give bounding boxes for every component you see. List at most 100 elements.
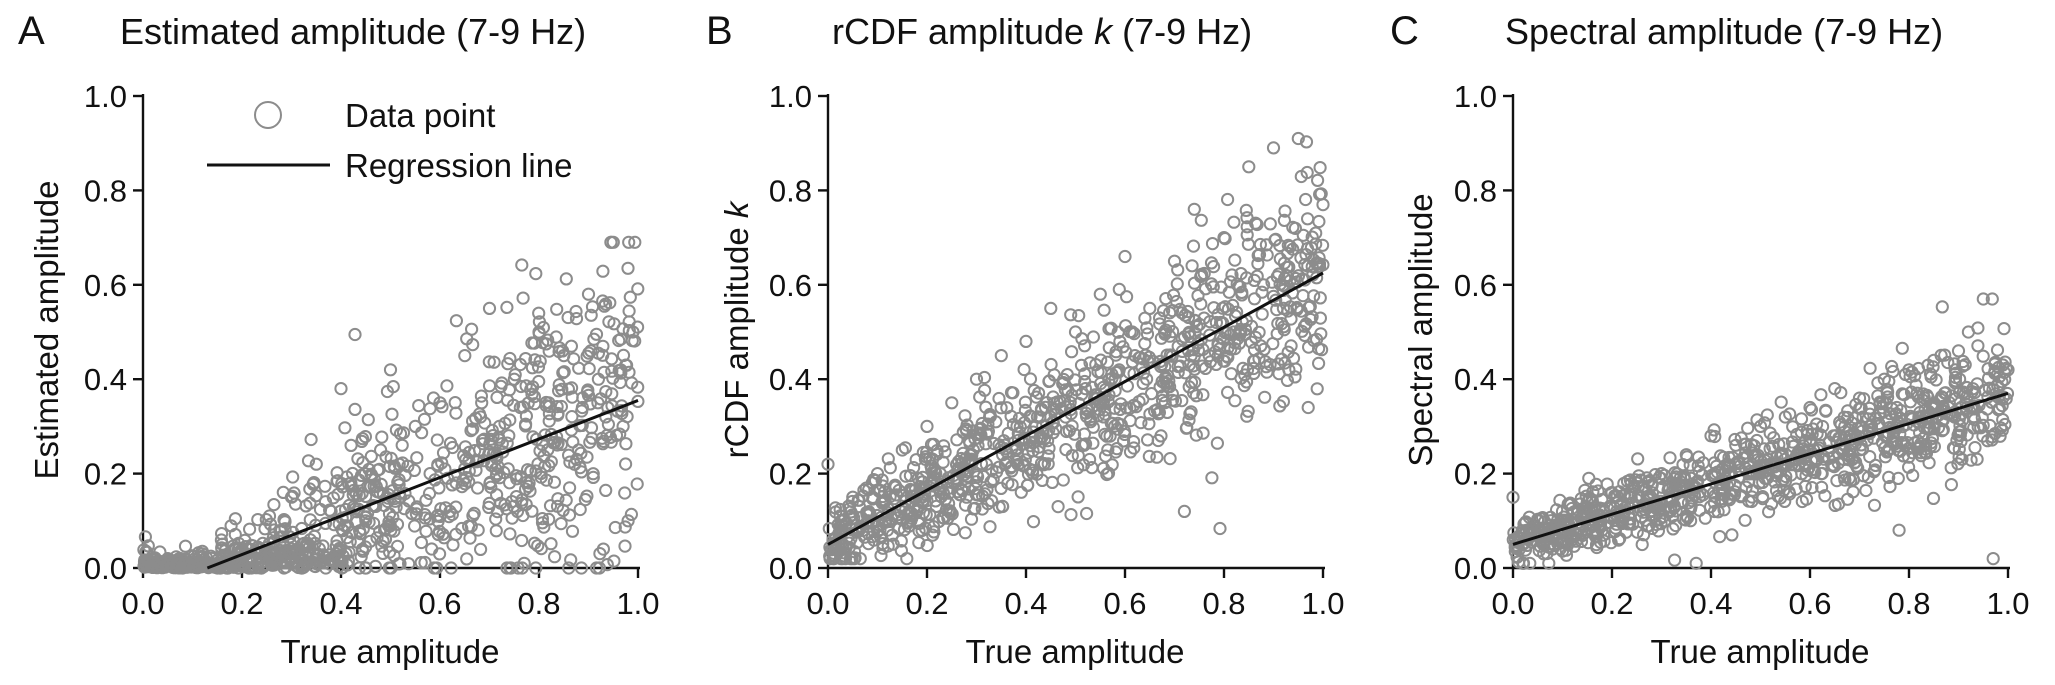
data-point (1029, 390, 1043, 404)
data-point (901, 516, 915, 530)
data-point (550, 499, 565, 513)
data-point (307, 476, 321, 490)
data-point (1108, 372, 1122, 386)
data-point (1941, 355, 1955, 370)
data-point (986, 472, 1000, 486)
panel-title-b: rCDF amplitude k (7-9 Hz) (832, 11, 1252, 52)
y-tick-label-a: 0.0 (84, 551, 127, 586)
data-point (1101, 443, 1115, 457)
data-point (1068, 427, 1082, 441)
data-point (1877, 372, 1891, 386)
data-point (1071, 461, 1085, 475)
data-point (1221, 192, 1235, 207)
data-point (1213, 521, 1227, 536)
data-point (359, 561, 373, 575)
data-point (1063, 395, 1077, 409)
data-point (504, 561, 518, 575)
data-point (938, 445, 952, 459)
data-point (1830, 474, 1844, 488)
data-point (432, 524, 447, 539)
data-point (1247, 292, 1262, 306)
data-point (1316, 238, 1330, 252)
data-point (1805, 481, 1819, 495)
data-point (562, 448, 576, 462)
data-point (1642, 519, 1656, 533)
data-point (1288, 221, 1303, 235)
data-point (821, 457, 835, 471)
data-point (482, 379, 497, 393)
data-point (1118, 249, 1132, 264)
data-point (618, 539, 632, 553)
y-tick-label-b: 0.8 (769, 173, 812, 208)
data-point (1183, 407, 1197, 421)
data-point (1102, 322, 1116, 336)
data-point (245, 552, 259, 566)
data-point (836, 537, 850, 552)
data-point (1168, 394, 1183, 408)
x-tick-label-c: 0.6 (1788, 586, 1831, 621)
data-point (1138, 337, 1152, 351)
data-point (509, 469, 523, 483)
data-point (385, 407, 399, 421)
y-tick-label-c: 0.6 (1454, 268, 1497, 303)
data-point (1747, 439, 1761, 453)
data-point (1313, 161, 1327, 175)
data-point (1084, 412, 1098, 426)
data-point (503, 476, 517, 490)
x-tick-label-b: 0.2 (905, 586, 948, 621)
data-point (1961, 325, 1976, 339)
data-point (1803, 400, 1817, 415)
data-point (981, 427, 995, 441)
data-point (1189, 389, 1204, 403)
data-point (1654, 517, 1668, 531)
data-point (468, 444, 482, 458)
data-point (1679, 448, 1693, 462)
data-point (1883, 407, 1897, 421)
data-point (1897, 436, 1911, 450)
data-point (624, 507, 639, 522)
data-point (380, 384, 394, 399)
data-point (1878, 441, 1892, 455)
data-point (1217, 231, 1231, 245)
data-point (1314, 327, 1328, 341)
data-point (1196, 388, 1210, 402)
data-point (1895, 387, 1909, 401)
data-point (618, 520, 632, 534)
data-point (1153, 380, 1167, 394)
data-point (1960, 389, 1974, 403)
data-point (1211, 307, 1225, 322)
data-point (1903, 370, 1917, 384)
data-point (1079, 437, 1093, 451)
data-point (485, 423, 499, 437)
data-point (1238, 368, 1252, 382)
data-point (599, 483, 613, 497)
data-point (466, 414, 480, 428)
data-point (392, 473, 406, 487)
data-point (1192, 317, 1207, 331)
data-point (1112, 282, 1126, 296)
data-point (303, 513, 317, 527)
data-point (861, 537, 876, 551)
data-point (344, 476, 358, 490)
data-point (960, 490, 974, 504)
data-point (628, 235, 642, 249)
data-point (1923, 367, 1938, 381)
data-point (1814, 388, 1828, 402)
data-point (1725, 528, 1739, 542)
data-point (575, 404, 589, 418)
data-point (492, 419, 506, 433)
data-point (1524, 535, 1538, 549)
data-point (1194, 269, 1208, 283)
data-point (419, 524, 433, 538)
data-point (581, 388, 596, 402)
data-point (1631, 452, 1645, 466)
data-point (596, 542, 611, 556)
data-point (1972, 398, 1986, 413)
data-point (1078, 382, 1093, 396)
data-point (448, 396, 462, 410)
data-point (487, 355, 501, 369)
data-point (1862, 425, 1876, 439)
data-point (517, 556, 531, 570)
data-point (1247, 366, 1261, 380)
data-point (1191, 343, 1206, 357)
